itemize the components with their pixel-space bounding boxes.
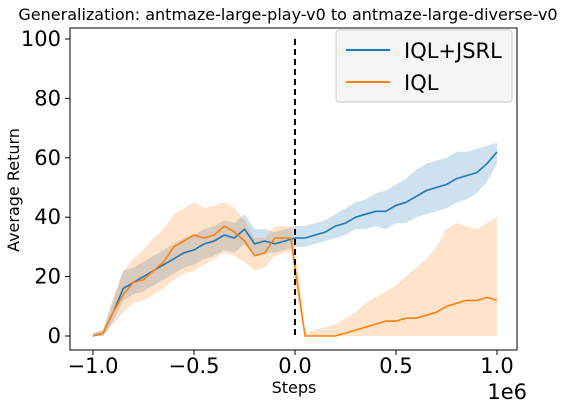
x-axis-ticks: −1.0 −0.5 0.0 0.5 1.0 — [68, 350, 514, 378]
legend-label-iql: IQL — [404, 71, 439, 95]
y-axis-label: Average Return — [4, 128, 23, 252]
y-tick-label: 80 — [34, 86, 61, 110]
legend-label-iql-jsrl: IQL+JSRL — [404, 39, 502, 63]
line-iql — [92, 225, 498, 337]
y-tick-label: 0 — [48, 324, 61, 348]
x-tick-label: 0.0 — [278, 354, 311, 378]
x-axis-offset-label: 1e6 — [487, 380, 527, 404]
x-tick-label: 1.0 — [480, 354, 513, 378]
plot-area-frame — [69, 27, 518, 351]
x-tick-label: −1.0 — [68, 354, 119, 378]
y-axis-ticks: 0 20 40 60 80 100 — [21, 27, 70, 348]
chart-title: Generalization: antmaze-large-play-v0 to… — [18, 5, 557, 24]
x-axis-label: Steps — [272, 378, 317, 397]
legend: IQL+JSRL IQL — [335, 29, 513, 103]
line-iql-jsrl — [92, 151, 498, 337]
x-tick-label: −0.5 — [169, 354, 220, 378]
legend-box — [335, 29, 513, 103]
x-tick-label: 0.5 — [379, 354, 412, 378]
series-lines — [92, 151, 498, 337]
y-tick-label: 40 — [34, 205, 61, 229]
y-tick-label: 60 — [34, 146, 61, 170]
y-tick-label: 20 — [34, 265, 61, 289]
y-tick-label: 100 — [21, 27, 61, 51]
